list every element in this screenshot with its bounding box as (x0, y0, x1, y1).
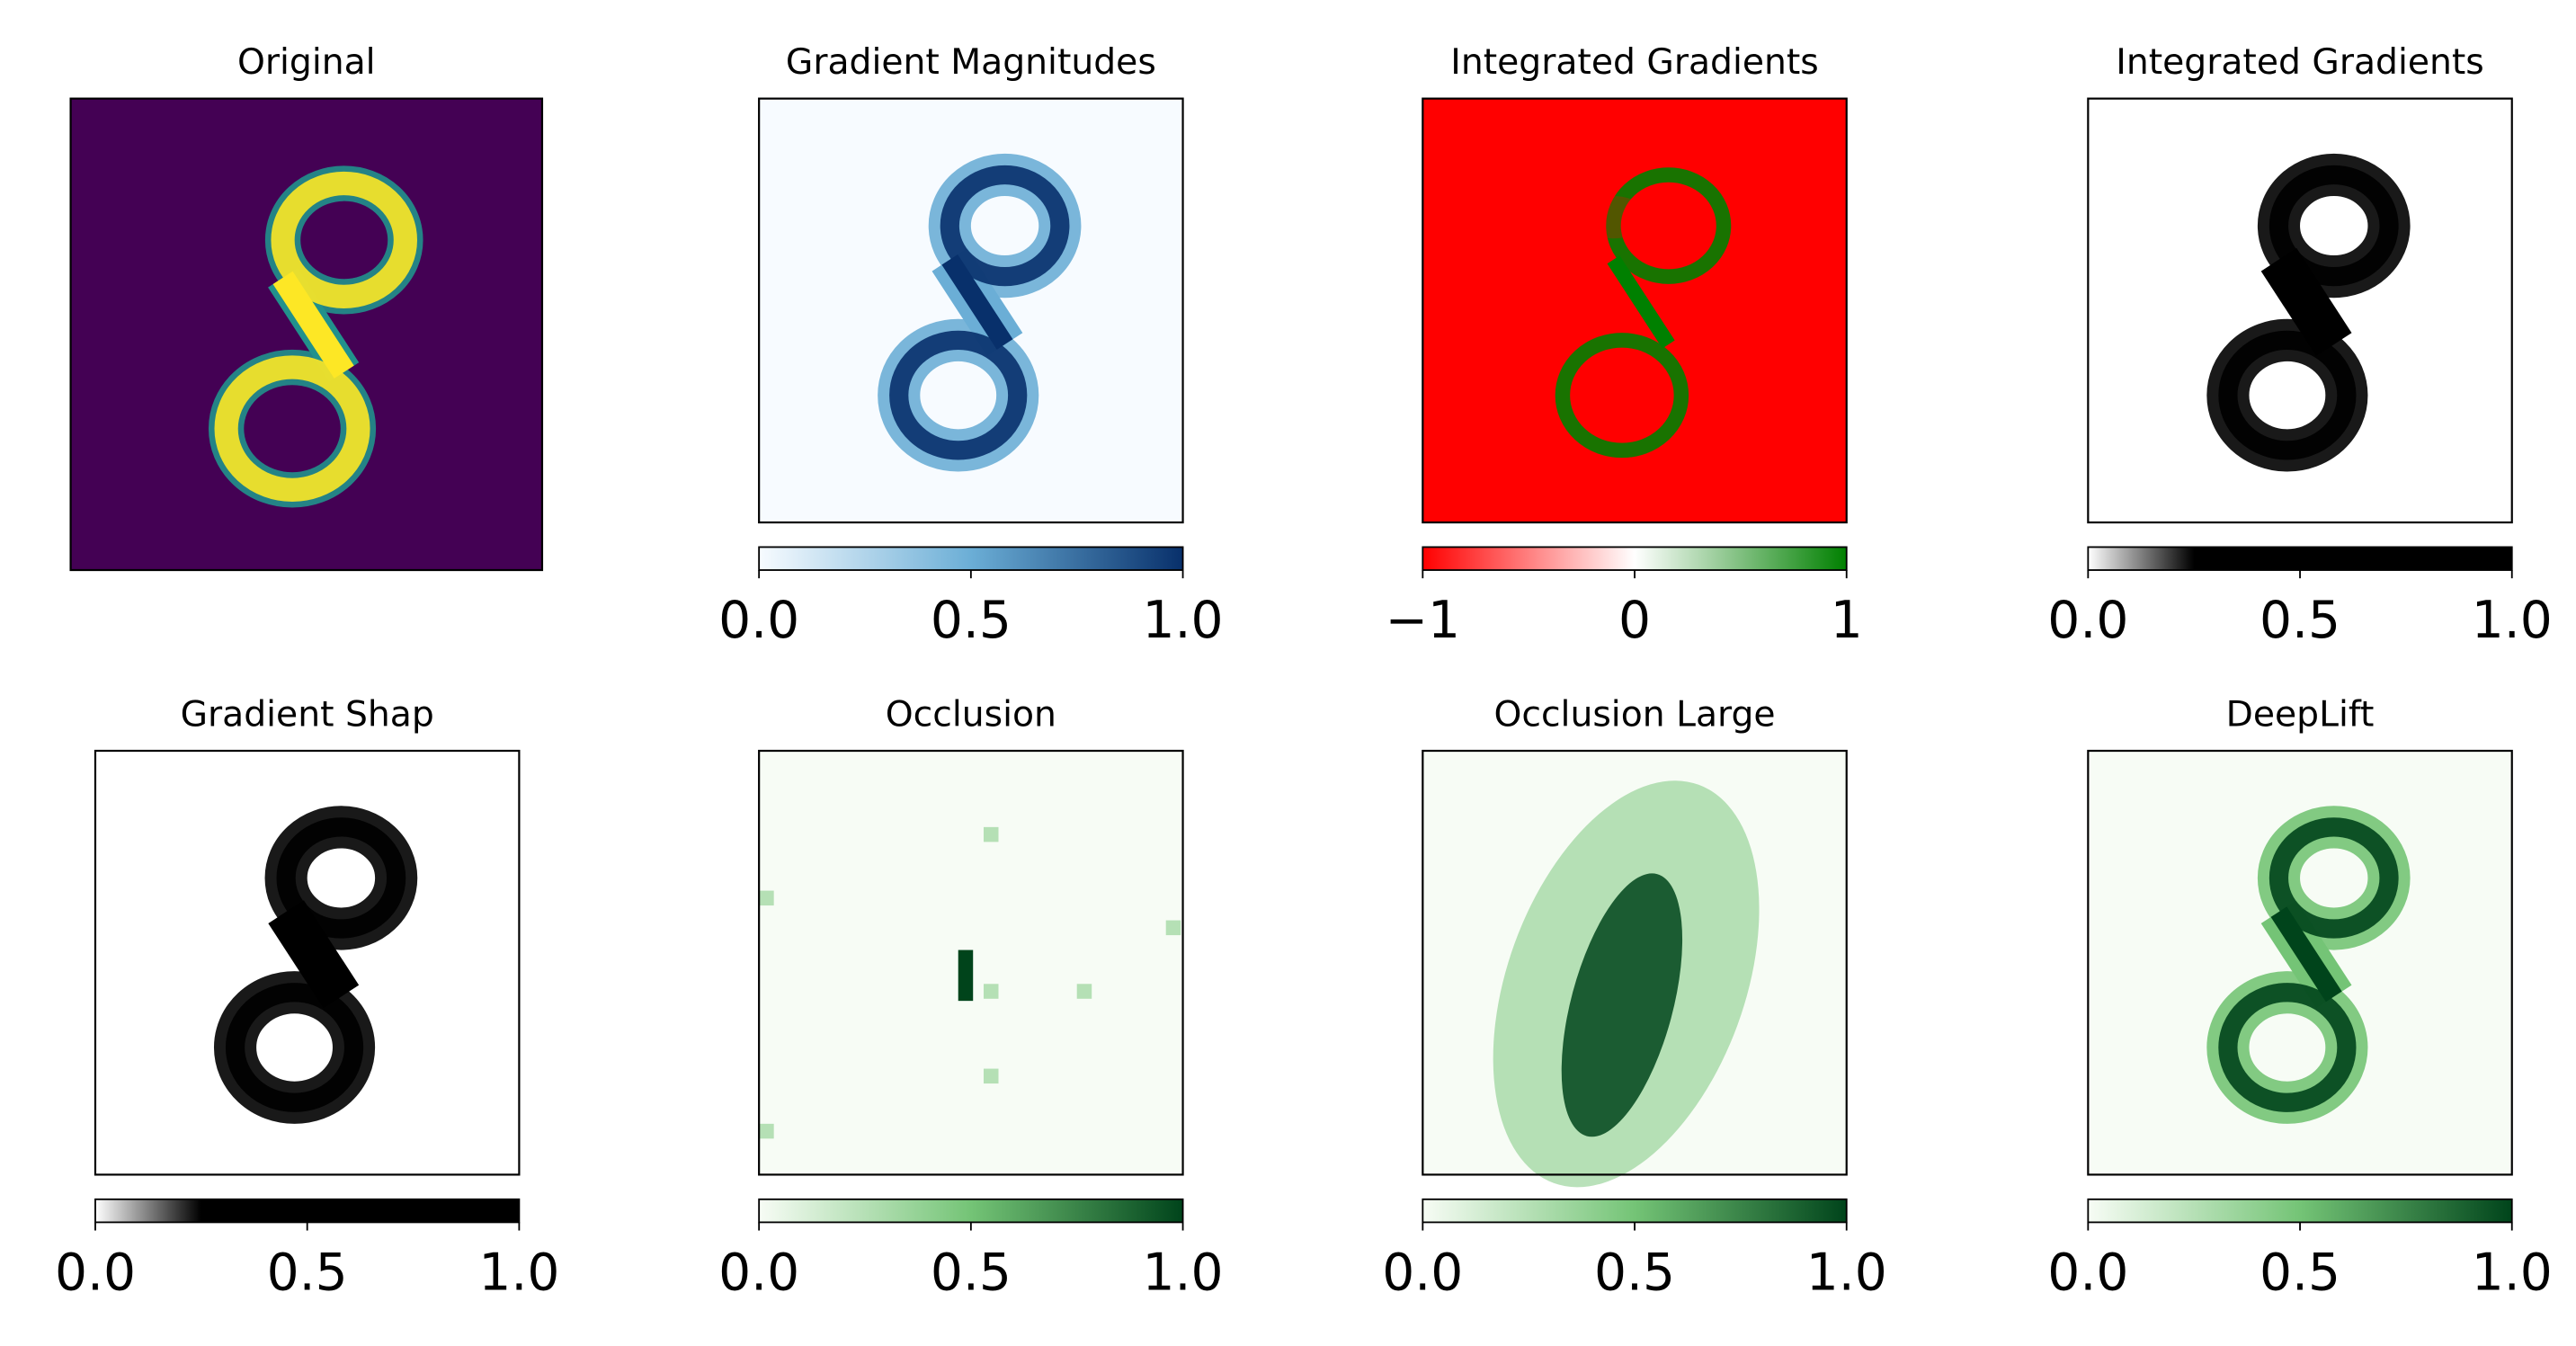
panel-title: Original (237, 42, 376, 83)
panel-title: Occlusion (886, 695, 1056, 735)
colorbar-tick-label: 0.0 (55, 1243, 136, 1302)
panel-frame (758, 749, 1184, 1176)
heatmap-cell (983, 1068, 999, 1084)
colorbar (94, 1198, 521, 1224)
colorbar-tick-label: 1.0 (478, 1243, 559, 1302)
panel-frame (2087, 749, 2513, 1176)
colorbar-tick-label: 0.5 (267, 1243, 348, 1302)
digit-stroke (2268, 817, 2399, 939)
colorbar (2087, 1198, 2513, 1224)
colorbar-tick-label: 0.0 (2047, 1243, 2128, 1302)
heatmap-cell (983, 984, 999, 999)
colorbar-tick-label: 0.0 (2047, 591, 2128, 650)
digit-stroke (941, 254, 1013, 350)
digit-stroke (225, 983, 364, 1112)
digit-stroke (2270, 254, 2342, 350)
heatmap-cell (983, 826, 999, 842)
colorbar (758, 1198, 1184, 1224)
colorbar-tick-label: 0.0 (1382, 1243, 1463, 1302)
panel: Integrated Gradients −1 0 1 (1386, 42, 1863, 650)
panel: DeepLift 0.0 0.5 1.0 (2047, 695, 2552, 1303)
digit-stroke (2270, 906, 2342, 1003)
colorbar-tick-label: 1 (1831, 591, 1863, 650)
panel-frame (1422, 749, 1848, 1176)
colorbar-tick-label: 0.5 (931, 1243, 1012, 1302)
digit-stroke (2268, 165, 2399, 287)
panel-title: Gradient Shap (181, 695, 434, 735)
panel-title: Integrated Gradients (2116, 42, 2483, 83)
panel: Gradient Shap 0.0 0.5 1.0 (55, 695, 559, 1303)
heatmap-background (1422, 98, 1847, 523)
panel: Integrated Gradients 0.0 0.5 1.0 (2047, 42, 2552, 650)
heatmap-blob (1579, 196, 1648, 239)
heatmap-cell (759, 890, 774, 906)
panel-title: DeepLift (2226, 695, 2375, 735)
colorbar-tick-label: 0.5 (1594, 1243, 1675, 1302)
panel-frame (1422, 97, 1848, 524)
panel-frame (69, 97, 544, 572)
colorbar-tick-label: 0.0 (718, 1243, 799, 1302)
colorbar-tick-label: 1.0 (1143, 1243, 1224, 1302)
digit-stroke (276, 817, 406, 939)
colorbar (1422, 546, 1848, 571)
digit-stroke (1555, 333, 1689, 459)
digit-stroke (2218, 983, 2357, 1112)
colorbar (1422, 1198, 1848, 1224)
colorbar (758, 546, 1184, 571)
colorbar-tick-label: 0.0 (718, 591, 799, 650)
colorbar-tick-label: 1.0 (1143, 591, 1224, 650)
panel-title: Occlusion Large (1493, 695, 1775, 735)
digit-stroke (1606, 167, 1732, 284)
colorbar-tick-label: 0.5 (931, 591, 1012, 650)
panel: Occlusion Large 0.0 0.5 1.0 (1382, 695, 1886, 1303)
panel-frame (2087, 97, 2513, 524)
digit-stroke (272, 271, 354, 379)
colorbar (2087, 546, 2513, 571)
heatmap-cell (1076, 984, 1092, 999)
heatmap-blob (1561, 873, 1683, 1137)
digit-stroke (889, 330, 1028, 460)
colorbar-tick-label: 0.5 (2260, 1243, 2340, 1302)
heatmap-cell (759, 1123, 774, 1139)
panel-frame (758, 97, 1184, 524)
digit-stroke (278, 906, 350, 1003)
colorbar-tick-label: 0.5 (2260, 591, 2340, 650)
panel-title: Gradient Magnitudes (786, 42, 1156, 83)
panel: Gradient Magnitudes 0.0 0.5 1.0 (718, 42, 1223, 650)
colorbar-tick-label: −1 (1386, 591, 1460, 650)
colorbar-tick-label: 0 (1618, 591, 1651, 650)
panel: Occlusion 0.0 0.5 1.0 (718, 695, 1223, 1303)
digit-stroke (2218, 330, 2357, 460)
digit-stroke (214, 355, 370, 502)
heatmap-cell (1165, 920, 1181, 936)
digit-stroke (271, 171, 418, 308)
heatmap-cell (958, 949, 974, 1002)
digit-stroke (940, 165, 1070, 287)
colorbar-tick-label: 1.0 (2472, 1243, 2553, 1302)
colorbar-tick-label: 1.0 (2472, 591, 2553, 650)
colorbar-tick-label: 1.0 (1806, 1243, 1887, 1302)
panel-title: Integrated Gradients (1450, 42, 1818, 83)
panel: Original (69, 42, 544, 572)
digit-stroke (1607, 255, 1675, 349)
panel-frame (94, 749, 521, 1176)
